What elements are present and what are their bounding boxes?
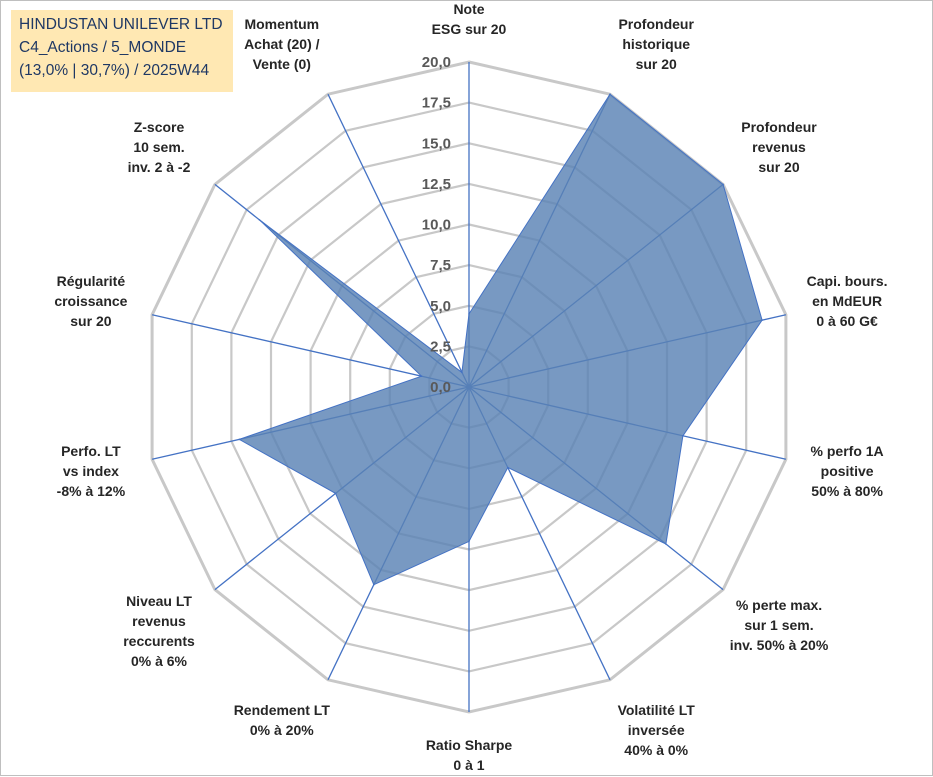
data-point-8 [373, 583, 375, 586]
chart-subtitle-stats: (13,0% | 30,7%) / 2025W44 [19, 62, 210, 79]
data-point-13 [461, 371, 463, 374]
axis-label-9-line-2: reccurents [123, 633, 195, 649]
axis-label-6-line-2: 40% à 0% [624, 742, 688, 758]
tick-layer: 0,0 2,5 5,0 7,5 10,0 12,5 15,0 17,5 20,0 [422, 54, 451, 396]
axis-label-13: Momentum Achat (20) / Vente (0) [244, 16, 320, 72]
axis-label-10-line-2: -8% à 12% [57, 483, 126, 499]
axis-label-11-line-0: Régularité [57, 273, 126, 289]
axis-label-3-line-1: en MdEUR [812, 293, 882, 309]
axis-label-2: Profondeur revenus sur 20 [741, 119, 817, 175]
axis-label-12-line-2: inv. 2 à -2 [128, 159, 191, 175]
data-point-7 [468, 540, 470, 543]
axis-label-5: % perte max. sur 1 sem. inv. 50% à 20% [730, 597, 829, 653]
axis-label-7-line-0: Ratio Sharpe [426, 737, 513, 753]
axis-spoke-13 [327, 93, 470, 388]
axis-label-1-line-1: historique [622, 36, 690, 52]
axis-label-13-line-0: Momentum [244, 16, 319, 32]
axis-label-13-line-1: Achat (20) / [244, 36, 320, 52]
axis-label-4-line-0: % perfo 1A [811, 443, 884, 459]
data-point-9 [334, 492, 337, 495]
data-point-2 [722, 183, 724, 186]
data-point-5 [665, 543, 667, 545]
tick-label-0: 0,0 [430, 379, 451, 396]
axis-label-10: Perfo. LT vs index -8% à 12% [57, 443, 126, 499]
chart-title-box: HINDUSTAN UNILEVER LTD C4_Actions / 5_MO… [11, 10, 233, 92]
axis-label-12-line-1: 10 sem. [133, 139, 184, 155]
data-point-3 [761, 319, 763, 321]
data-point-0 [468, 313, 470, 315]
axis-label-8-line-0: Rendement LT [234, 702, 331, 718]
axis-label-12: Z-score 10 sem. inv. 2 à -2 [128, 119, 191, 175]
data-point-10 [238, 438, 241, 441]
data-point-1 [609, 93, 611, 95]
axis-label-4-line-2: 50% à 80% [811, 483, 883, 499]
axis-label-3-line-2: 0 à 60 G€ [816, 313, 878, 329]
axis-label-layer: Note ESG sur 20 Profondeur historique sur 20… [54, 1, 887, 773]
tick-label-7: 17,5 [422, 95, 451, 112]
tick-label-8: 20,0 [422, 54, 451, 71]
axis-label-1-line-0: Profondeur [618, 16, 694, 32]
axis-label-9: Niveau LT revenus reccurents 0% à 6% [123, 593, 195, 669]
data-point-11 [420, 375, 423, 378]
axis-label-9-line-0: Niveau LT [126, 593, 192, 609]
data-point-6 [507, 466, 509, 469]
chart-title: HINDUSTAN UNILEVER LTD [19, 16, 223, 33]
axis-label-8-line-1: 0% à 20% [250, 722, 314, 738]
axis-label-1-line-2: sur 20 [636, 56, 677, 72]
axis-label-6: Volatilité LT inversée 40% à 0% [618, 702, 696, 758]
axis-label-1: Profondeur historique sur 20 [618, 16, 694, 72]
axis-label-10-line-1: vs index [63, 463, 119, 479]
axis-label-12-line-0: Z-score [134, 119, 185, 135]
tick-label-2: 5,0 [430, 298, 451, 315]
axis-label-5-line-1: sur 1 sem. [744, 617, 813, 633]
tick-label-3: 7,5 [430, 257, 451, 274]
tick-label-1: 2,5 [430, 338, 451, 355]
data-point-4 [682, 435, 684, 437]
axis-label-3-line-0: Capi. bours. [807, 273, 888, 289]
axis-label-0: Note ESG sur 20 [432, 1, 507, 37]
axis-label-6-line-0: Volatilité LT [618, 702, 696, 718]
axis-label-7: Ratio Sharpe 0 à 1 [426, 737, 513, 773]
tick-label-6: 15,0 [422, 135, 451, 152]
axis-spoke-11 [151, 314, 470, 388]
axis-label-9-line-1: revenus [132, 613, 186, 629]
axis-label-4-line-1: positive [821, 463, 874, 479]
axis-label-5-line-2: inv. 50% à 20% [730, 637, 829, 653]
axis-label-6-line-1: inversée [628, 722, 685, 738]
axis-label-11-line-1: croissance [54, 293, 127, 309]
data-point-12 [258, 219, 261, 221]
tick-label-4: 10,0 [422, 217, 451, 234]
axis-label-2-line-2: sur 20 [758, 159, 799, 175]
chart-subtitle-category: C4_Actions / 5_MONDE [19, 39, 187, 56]
axis-label-4: % perfo 1A positive 50% à 80% [811, 443, 884, 499]
axis-label-13-line-2: Vente (0) [253, 56, 311, 72]
axis-label-5-line-0: % perte max. [736, 597, 822, 613]
axis-label-9-line-3: 0% à 6% [131, 653, 188, 669]
axis-label-0-line-1: ESG sur 20 [432, 21, 507, 37]
axis-label-3: Capi. bours. en MdEUR 0 à 60 G€ [807, 273, 888, 329]
axis-label-11: Régularité croissance sur 20 [54, 273, 127, 329]
axis-label-2-line-1: revenus [752, 139, 806, 155]
axis-label-0-line-0: Note [453, 1, 484, 17]
axis-label-2-line-0: Profondeur [741, 119, 817, 135]
axis-label-10-line-0: Perfo. LT [61, 443, 121, 459]
series-layer [238, 93, 763, 586]
series-area-0 [238, 93, 763, 586]
axis-label-8: Rendement LT 0% à 20% [234, 702, 331, 738]
axis-label-7-line-1: 0 à 1 [453, 757, 484, 773]
tick-label-5: 12,5 [422, 176, 451, 193]
axis-label-11-line-2: sur 20 [70, 313, 111, 329]
